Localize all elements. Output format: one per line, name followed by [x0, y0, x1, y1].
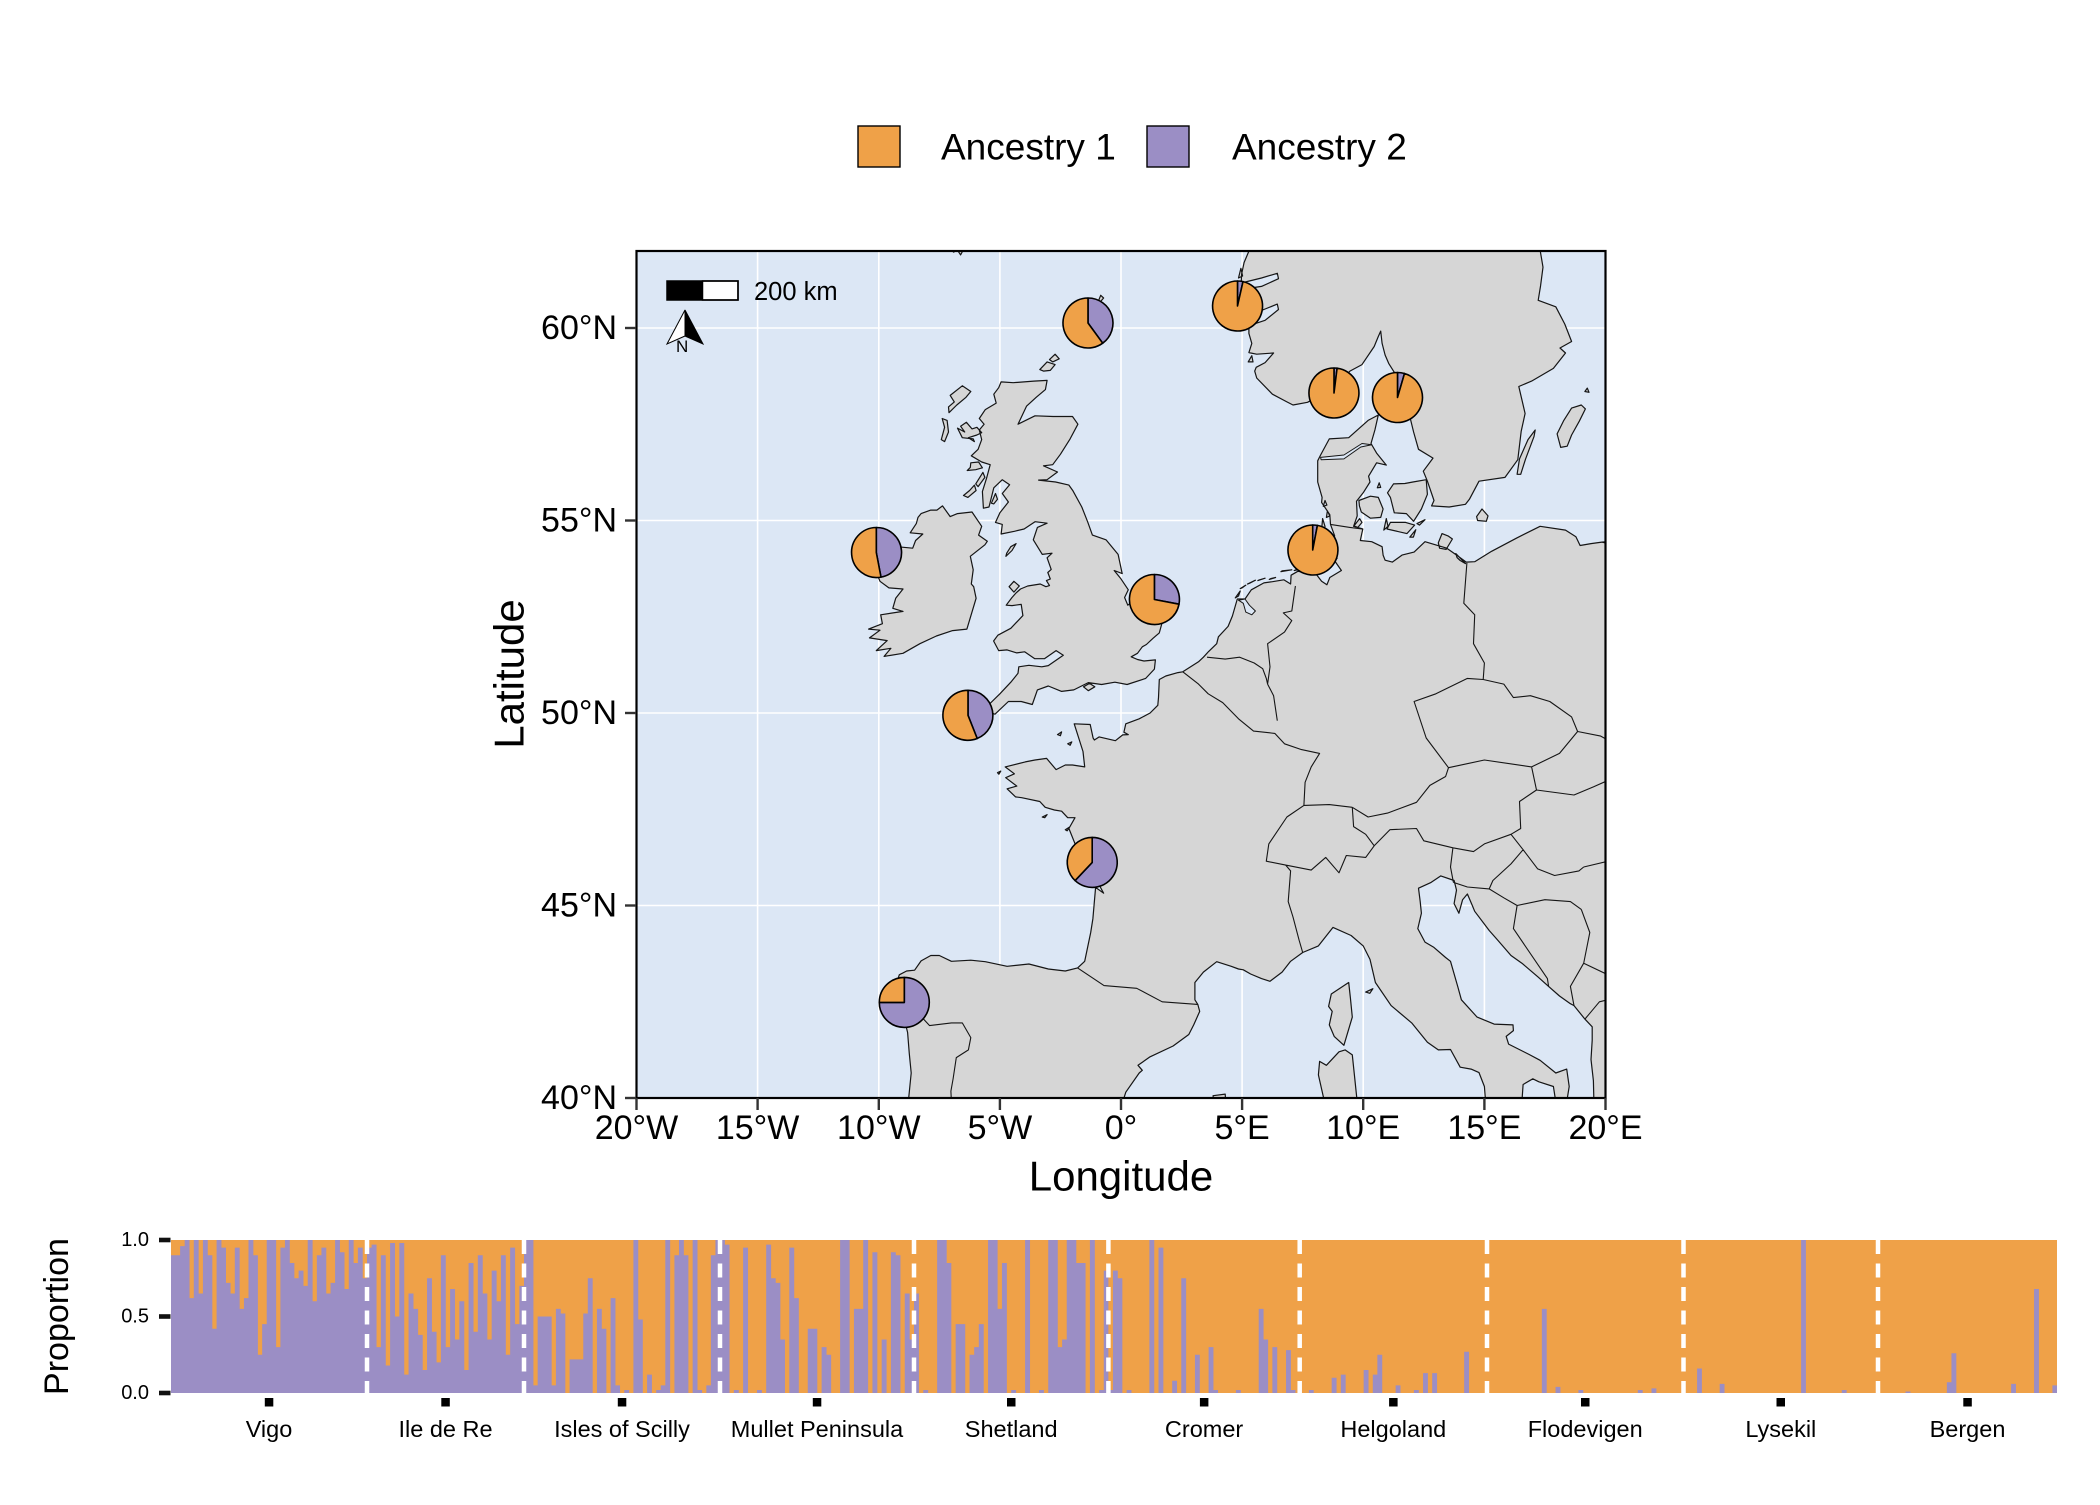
- svg-text:40°N: 40°N: [541, 1079, 617, 1117]
- svg-text:Flodevigen: Flodevigen: [1528, 1416, 1643, 1442]
- svg-text:Helgoland: Helgoland: [1340, 1416, 1446, 1442]
- svg-text:15°W: 15°W: [716, 1109, 800, 1147]
- svg-text:60°N: 60°N: [541, 309, 617, 347]
- svg-text:Ile de Re: Ile de Re: [398, 1416, 492, 1442]
- svg-text:1.0: 1.0: [121, 1229, 149, 1251]
- svg-text:Isles of Scilly: Isles of Scilly: [554, 1416, 690, 1442]
- svg-text:Ancestry 1: Ancestry 1: [941, 127, 1116, 168]
- svg-text:Ancestry 2: Ancestry 2: [1232, 127, 1407, 168]
- svg-text:20°E: 20°E: [1568, 1109, 1642, 1147]
- svg-text:55°N: 55°N: [541, 502, 617, 540]
- svg-text:5°E: 5°E: [1215, 1109, 1270, 1147]
- svg-text:45°N: 45°N: [541, 887, 617, 925]
- svg-text:0°: 0°: [1105, 1109, 1138, 1147]
- svg-text:Mullet Peninsula: Mullet Peninsula: [731, 1416, 904, 1442]
- svg-text:Longitude: Longitude: [1029, 1153, 1214, 1200]
- svg-text:15°E: 15°E: [1447, 1109, 1521, 1147]
- svg-text:10°E: 10°E: [1326, 1109, 1400, 1147]
- svg-text:200 km: 200 km: [754, 278, 838, 306]
- svg-text:Proportion: Proportion: [38, 1238, 76, 1395]
- svg-text:5°W: 5°W: [968, 1109, 1033, 1147]
- svg-text:0.0: 0.0: [121, 1382, 149, 1404]
- svg-text:N: N: [676, 337, 688, 356]
- svg-text:Cromer: Cromer: [1165, 1416, 1244, 1442]
- svg-text:Shetland: Shetland: [965, 1416, 1058, 1442]
- svg-text:20°W: 20°W: [595, 1109, 679, 1147]
- svg-text:Lysekil: Lysekil: [1745, 1416, 1816, 1442]
- svg-text:0.5: 0.5: [121, 1306, 149, 1328]
- svg-text:Vigo: Vigo: [246, 1416, 293, 1442]
- svg-text:Bergen: Bergen: [1930, 1416, 2006, 1442]
- svg-text:10°W: 10°W: [837, 1109, 921, 1147]
- svg-text:Latitude: Latitude: [486, 599, 533, 748]
- svg-text:50°N: 50°N: [541, 694, 617, 732]
